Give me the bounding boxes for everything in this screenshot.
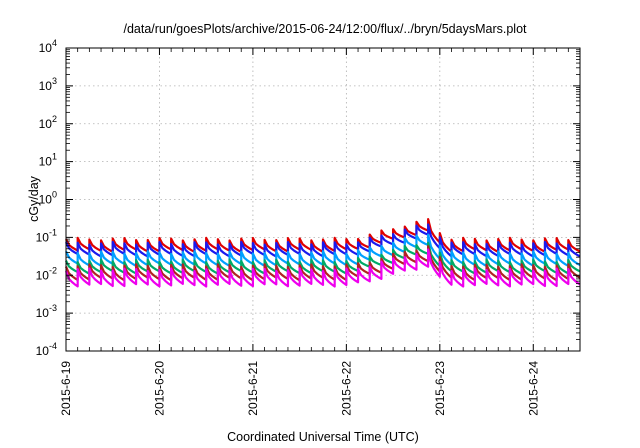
y-tick-label: 100 <box>39 190 57 207</box>
chart-title: /data/run/goesPlots/archive/2015-06-24/1… <box>123 22 527 36</box>
y-tick-label: 10-3 <box>36 303 57 320</box>
y-tick-label: 102 <box>39 114 57 131</box>
x-tick-label: 2015-6-24 <box>526 361 540 416</box>
y-tick-label: 104 <box>39 38 57 55</box>
x-tick-label: 2015-6-19 <box>59 361 73 416</box>
y-tick-labels: 10-4 10-3 10-2 10-1 100 101 102 103 104 <box>36 38 57 358</box>
x-tick-label: 2015-6-23 <box>433 361 447 416</box>
series-line <box>65 223 581 258</box>
x-axis-title: Coordinated Universal Time (UTC) <box>227 430 419 444</box>
y-tick-label: 10-4 <box>36 341 57 358</box>
x-tick-labels: 2015-6-19 2015-6-20 2015-6-21 2015-6-22 2015… <box>59 361 540 416</box>
y-tick-label: 10-2 <box>36 265 57 282</box>
series-line <box>64 248 581 288</box>
x-tick-label: 2015-6-20 <box>152 361 166 416</box>
series-line <box>65 233 581 268</box>
y-tick-label: 10-1 <box>36 227 57 244</box>
y-tick-label: 103 <box>39 76 57 93</box>
series-layer <box>64 218 581 288</box>
x-tick-label: 2015-6-22 <box>339 361 353 416</box>
grid <box>66 48 580 351</box>
x-tick-label: 2015-6-21 <box>246 361 260 416</box>
y-tick-label: 101 <box>39 152 57 169</box>
y-axis-title: cGy/day <box>27 175 41 222</box>
ticks <box>65 47 581 352</box>
